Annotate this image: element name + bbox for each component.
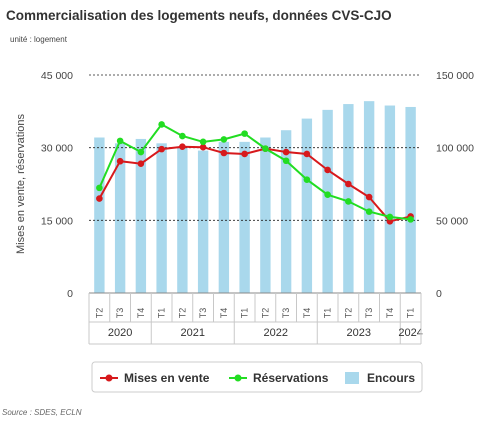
chart-subtitle: unité : logement	[10, 35, 67, 44]
point-mises-en-vente	[365, 193, 373, 201]
y-right-tick-label: 100 000	[436, 143, 474, 155]
point-reservations	[96, 184, 103, 192]
legend-box	[91, 361, 423, 393]
y-left-tick-label: 0	[67, 288, 73, 300]
point-reservations	[220, 136, 228, 143]
x-year-label: 2023	[347, 327, 371, 339]
x-quarter-label: T1	[240, 308, 250, 319]
point-mises-en-vente	[179, 143, 186, 150]
point-mises-en-vente	[199, 143, 207, 151]
point-mises-en-vente	[158, 145, 165, 153]
x-year-label: 2024	[398, 327, 422, 339]
point-reservations	[365, 208, 373, 215]
point-reservations	[345, 198, 352, 205]
bar-encours	[218, 141, 230, 293]
point-reservations	[137, 148, 145, 156]
x-quarter-label: T2	[177, 308, 187, 319]
line-reservations	[98, 123, 411, 221]
x-year-label: 2022	[264, 327, 288, 339]
y-left-tick-label: 30 000	[41, 143, 73, 155]
point-mises-en-vente	[324, 166, 331, 174]
point-reservations	[158, 121, 165, 128]
point-mises-en-vente	[116, 157, 124, 165]
bar-encours	[260, 137, 271, 293]
x-quarter-label: T4	[385, 308, 395, 319]
x-year-label: 2020	[108, 327, 132, 339]
x-quarter-label: T3	[364, 308, 374, 319]
x-quarter-label: T1	[406, 308, 416, 319]
point-reservations	[303, 176, 311, 183]
bar-encours	[197, 150, 209, 293]
point-reservations	[386, 213, 394, 221]
x-quarter-label: T1	[157, 308, 167, 319]
bar-encours	[94, 137, 105, 293]
x-quarter-label: T2	[343, 308, 353, 319]
point-reservations	[324, 191, 331, 198]
legend-marker-reservations	[234, 374, 242, 382]
point-reservations	[179, 132, 186, 140]
legend-marker-mises-en-vente	[105, 374, 113, 382]
bar-encours	[405, 106, 416, 294]
bar-encours	[239, 141, 250, 293]
point-mises-en-vente	[282, 148, 290, 156]
y-left-tick-label: 45 000	[41, 70, 73, 82]
bar-encours	[114, 143, 126, 293]
x-quarter-label: T4	[136, 308, 146, 319]
point-mises-en-vente	[303, 150, 311, 158]
bar-encours	[280, 130, 292, 293]
point-reservations	[116, 137, 124, 145]
y-right-tick-label: 50 000	[436, 215, 468, 227]
point-reservations	[282, 157, 290, 165]
point-mises-en-vente	[241, 150, 248, 158]
point-reservations	[407, 216, 414, 223]
y-right-tick-label: 0	[436, 288, 442, 300]
bar-encours	[156, 143, 167, 293]
bar-encours	[301, 118, 313, 293]
point-mises-en-vente	[137, 160, 145, 167]
legend-symbol-encours	[345, 372, 359, 384]
x-quarter-label: T3	[281, 308, 291, 319]
x-quarter-label: T4	[219, 308, 229, 319]
legend-label-reservations: Réservations	[253, 371, 329, 385]
source-note: Source : SDES, ECLN	[2, 408, 82, 417]
y-axis-title: Mises en vente, réservations	[15, 113, 27, 254]
bar-encours	[135, 138, 147, 293]
point-reservations	[241, 130, 248, 137]
x-quarter-label: T2	[94, 308, 104, 319]
chart-title: Commercialisation des logements neufs, d…	[6, 8, 392, 23]
point-reservations	[199, 138, 207, 146]
bar-encours	[384, 105, 396, 294]
x-year-label: 2021	[181, 327, 205, 339]
x-quarter-label: T1	[323, 308, 333, 319]
x-quarter-label: T3	[198, 308, 208, 319]
y-right-tick-label: 150 000	[436, 70, 474, 82]
legend-label-encours: Encours	[367, 371, 415, 385]
point-mises-en-vente	[345, 180, 352, 188]
point-mises-en-vente	[220, 149, 228, 157]
legend-label-mises-en-vente: Mises en vente	[124, 371, 210, 385]
y-left-tick-label: 15 000	[41, 215, 73, 227]
point-mises-en-vente	[96, 195, 103, 202]
x-quarter-label: T4	[302, 308, 312, 319]
point-reservations	[262, 145, 269, 152]
x-quarter-label: T3	[115, 308, 125, 319]
bar-encours	[322, 109, 333, 293]
line-mises-en-vente	[98, 145, 411, 223]
x-quarter-label: T2	[260, 308, 270, 319]
